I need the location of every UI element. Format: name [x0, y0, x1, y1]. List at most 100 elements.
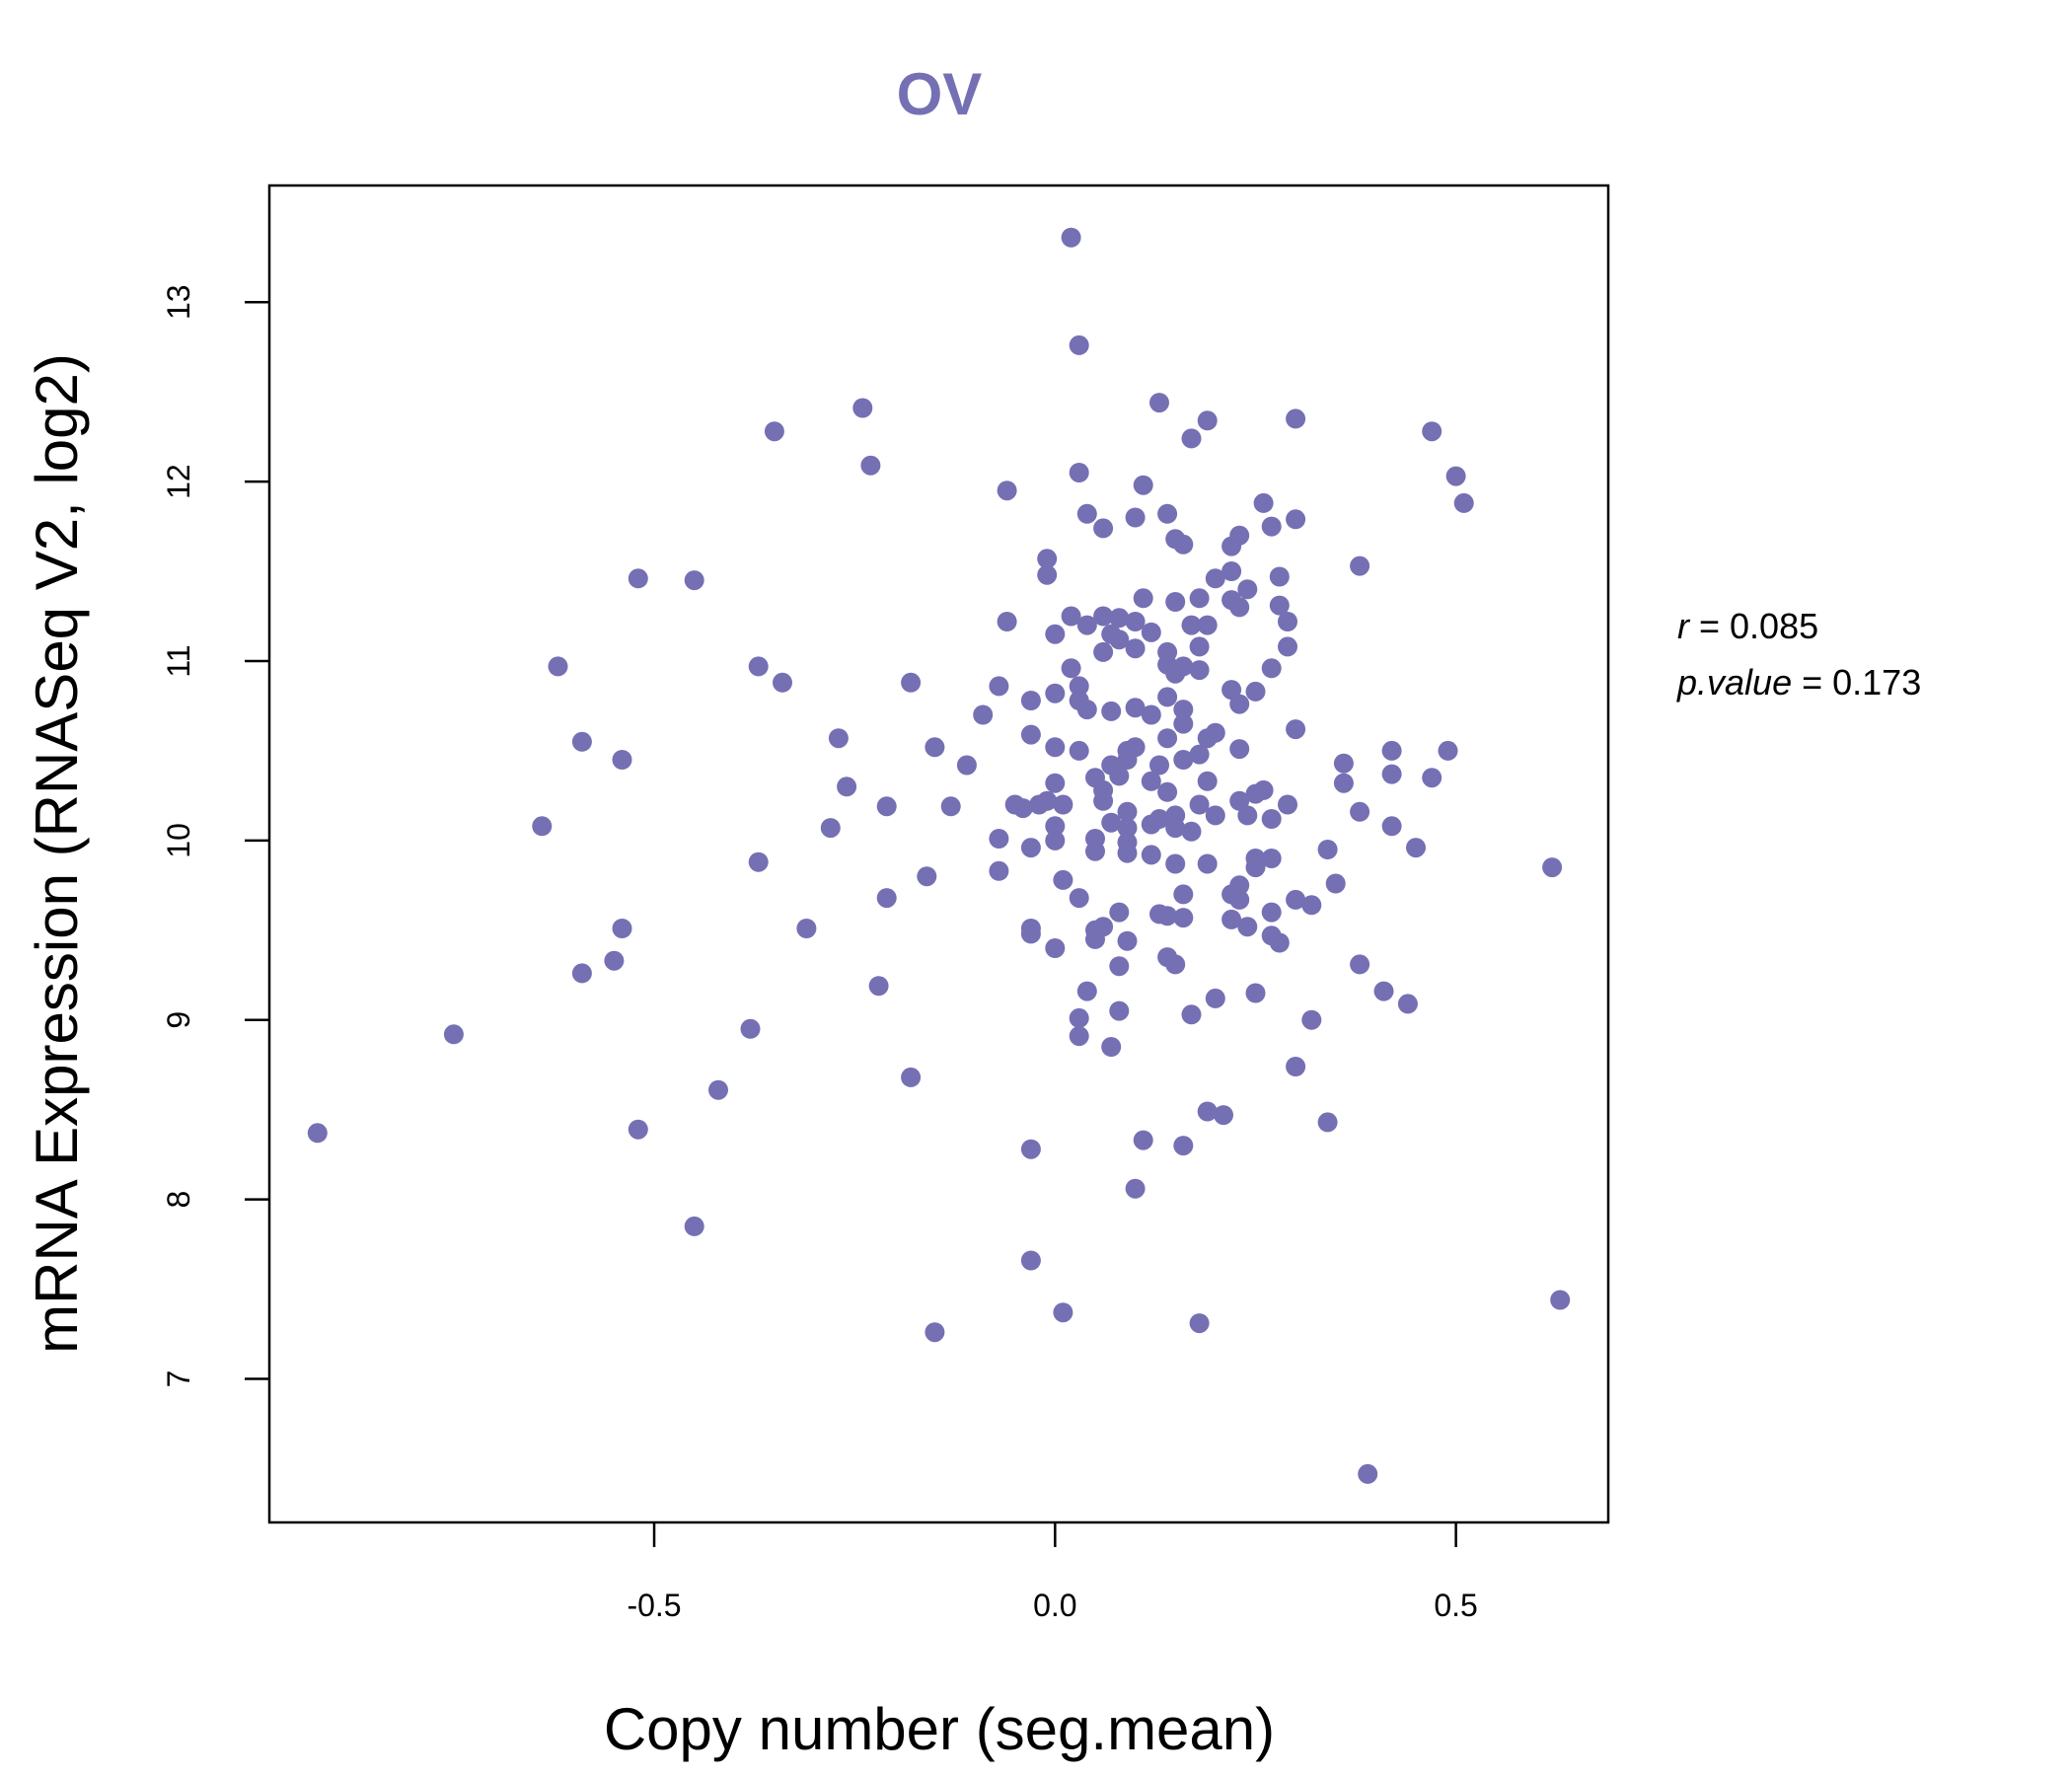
data-point [1076, 700, 1097, 720]
data-point [1301, 1009, 1322, 1030]
data-point [1205, 568, 1225, 589]
data-point [1542, 857, 1563, 878]
data-point [1165, 663, 1186, 684]
data-point [1165, 592, 1186, 612]
x-axis-title: Copy number (seg.mean) [604, 1696, 1275, 1762]
data-point [1237, 917, 1258, 937]
data-point [1189, 794, 1210, 815]
data-point [1045, 830, 1066, 851]
data-point [1109, 1000, 1130, 1021]
data-point [548, 656, 568, 677]
data-point [1245, 983, 1266, 1003]
data-point [1278, 794, 1297, 815]
data-point [1069, 1026, 1089, 1047]
data-point [1381, 740, 1402, 761]
data-point [1173, 1136, 1194, 1156]
y-tick-label: 11 [161, 644, 196, 677]
data-point [1261, 902, 1282, 923]
data-point [1197, 771, 1218, 791]
data-point [1438, 740, 1458, 761]
data-point [1173, 700, 1194, 720]
y-tick-label: 10 [161, 823, 196, 858]
data-point [876, 888, 897, 909]
data-point [1261, 849, 1282, 868]
data-point [828, 728, 849, 749]
data-point [1205, 988, 1225, 1008]
data-point [1350, 555, 1370, 576]
data-point [1406, 838, 1426, 858]
y-tick-label: 12 [161, 464, 196, 499]
data-point [1261, 658, 1282, 679]
data-point [740, 1018, 761, 1039]
y-tick-label: 7 [161, 1370, 196, 1388]
data-point [1093, 641, 1114, 662]
data-point [1173, 713, 1194, 734]
data-point [1117, 818, 1138, 839]
r-stat-label: r [1677, 606, 1691, 646]
data-point [1317, 840, 1338, 859]
data-point [1229, 694, 1250, 714]
data-point [1101, 1037, 1122, 1057]
data-point [876, 796, 897, 817]
data-point [1181, 615, 1202, 635]
data-point [917, 866, 937, 887]
data-point [1237, 579, 1258, 600]
data-point [1221, 561, 1242, 581]
data-point [1109, 766, 1130, 786]
data-point [1286, 719, 1306, 740]
p-stat-value: 0.173 [1832, 662, 1921, 703]
data-point [1101, 701, 1122, 721]
data-point [1037, 790, 1058, 811]
data-point [1149, 393, 1169, 413]
points-layer [307, 227, 1571, 1484]
data-point [1069, 334, 1089, 355]
data-point [1076, 503, 1097, 524]
data-point [1173, 884, 1194, 905]
data-point [1237, 805, 1258, 826]
data-point [1069, 888, 1089, 909]
data-point [1133, 1130, 1153, 1150]
data-point [307, 1123, 328, 1144]
data-point [1181, 428, 1202, 449]
data-point [1197, 410, 1218, 431]
data-point [1229, 889, 1250, 910]
data-point [1076, 981, 1097, 1001]
data-point [1350, 954, 1370, 975]
data-point [1101, 812, 1122, 833]
data-point [1245, 857, 1266, 878]
y-tick-label: 8 [161, 1191, 196, 1209]
x-tick-label: 0.5 [1434, 1588, 1477, 1623]
data-point [989, 676, 1009, 697]
data-point [1229, 790, 1250, 811]
data-point [901, 672, 922, 693]
data-point [1189, 636, 1210, 657]
data-point [1045, 737, 1066, 758]
data-point [1221, 909, 1242, 929]
data-point [1214, 1105, 1233, 1126]
data-point [1133, 588, 1153, 609]
y-axis: 7 8 9 10 11 12 13 [161, 284, 269, 1387]
plot-frame [267, 184, 1610, 1524]
data-point [1117, 930, 1138, 951]
data-point [1141, 622, 1161, 642]
data-point [1125, 507, 1146, 528]
data-point [925, 1322, 945, 1343]
data-point [1333, 753, 1354, 774]
data-point [1205, 722, 1225, 743]
p-stat-label: p.value [1676, 662, 1792, 703]
data-point [1045, 773, 1066, 793]
data-point [1045, 938, 1066, 958]
data-point [1269, 932, 1290, 953]
data-point [1550, 1290, 1571, 1310]
data-point [1253, 779, 1274, 800]
data-point [852, 398, 873, 418]
data-point [1109, 956, 1130, 977]
data-point [1189, 1313, 1210, 1334]
data-point [1350, 801, 1370, 822]
data-point [1109, 608, 1130, 629]
data-point [1453, 492, 1474, 513]
data-point [1109, 629, 1130, 650]
data-point [1109, 902, 1130, 923]
data-point [1205, 805, 1225, 826]
